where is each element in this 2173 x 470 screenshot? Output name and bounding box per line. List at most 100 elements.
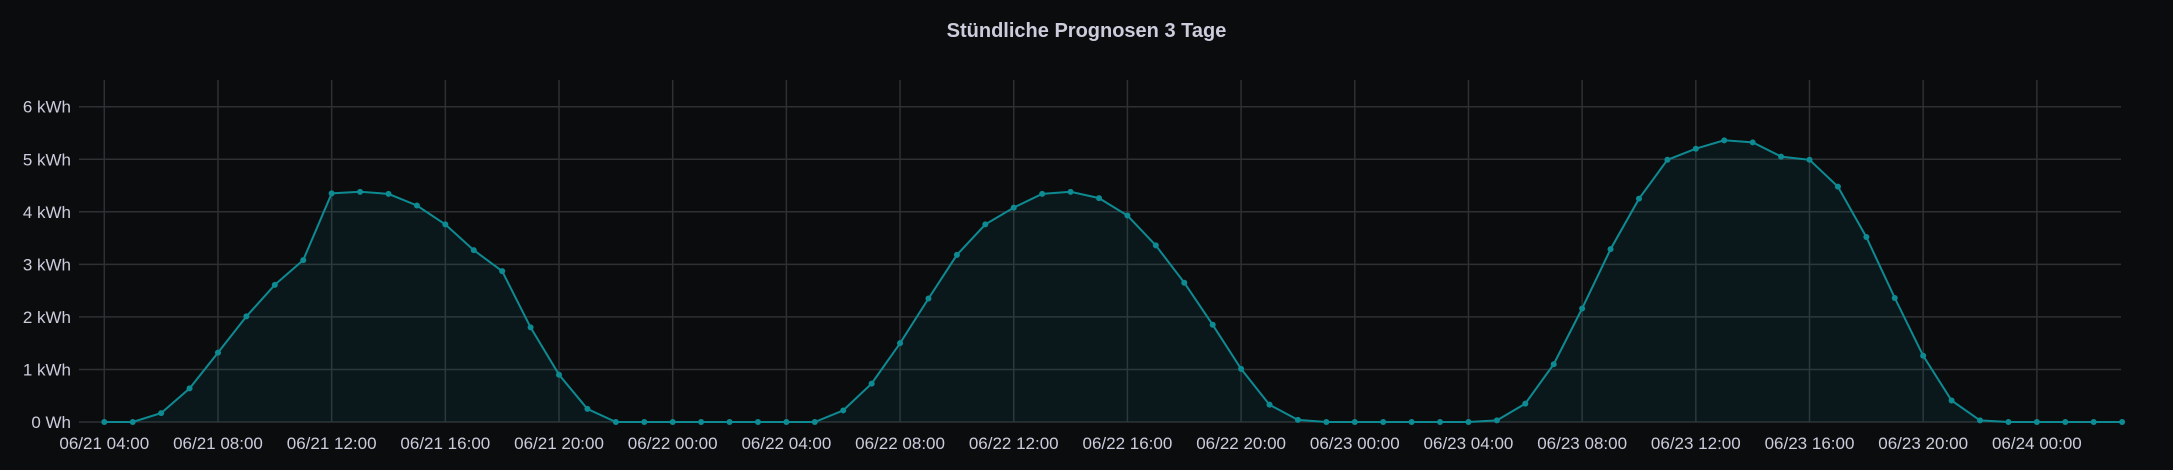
data-point [129, 419, 136, 425]
data-point [470, 247, 477, 254]
data-point [1380, 419, 1387, 425]
x-tick-label: 06/21 20:00 [514, 434, 604, 453]
data-point [442, 221, 449, 228]
chart-title: Stündliche Prognosen 3 Tage [946, 20, 1227, 42]
data-point [783, 419, 790, 425]
data-point [1948, 397, 1955, 404]
data-point [1749, 139, 1756, 146]
data-point [214, 349, 221, 356]
data-point [556, 371, 563, 378]
x-tick-label: 06/22 00:00 [628, 434, 718, 453]
data-point [1863, 234, 1870, 241]
data-point [1067, 188, 1074, 195]
y-tick-label: 2 kWh [23, 308, 71, 327]
x-tick-label: 06/23 04:00 [1424, 434, 1514, 453]
data-point [1039, 190, 1046, 197]
x-tick-label: 06/22 08:00 [855, 434, 945, 453]
data-point [925, 295, 932, 302]
data-point [868, 380, 875, 387]
data-point [1181, 279, 1188, 286]
x-tick-label: 06/22 16:00 [1083, 434, 1173, 453]
data-point [2119, 419, 2126, 425]
y-tick-label: 3 kWh [23, 255, 71, 274]
data-point [811, 419, 818, 425]
data-point [1437, 419, 1444, 425]
data-point [1550, 361, 1557, 368]
data-point [271, 281, 278, 288]
data-point [1920, 352, 1927, 359]
data-point [1891, 294, 1898, 301]
data-point [413, 202, 420, 209]
x-tick-label: 06/21 16:00 [400, 434, 490, 453]
data-point [1152, 242, 1159, 249]
data-point [1294, 416, 1301, 423]
data-point [1351, 419, 1358, 425]
data-point [669, 419, 676, 425]
x-tick-label: 06/24 00:00 [1992, 434, 2082, 453]
data-point [953, 251, 960, 258]
x-tick-label: 06/23 16:00 [1765, 434, 1855, 453]
data-point [1323, 419, 1330, 425]
y-tick-label: 1 kWh [23, 360, 71, 379]
y-tick-label: 0 Wh [31, 413, 71, 432]
data-point [1579, 305, 1586, 312]
data-point [1493, 417, 1500, 424]
data-point [840, 407, 847, 414]
data-point [726, 419, 733, 425]
series-line [104, 139, 2123, 423]
data-point [499, 268, 506, 275]
data-point [243, 313, 250, 320]
y-tick-label: 6 kWh [23, 98, 71, 117]
data-point [2090, 419, 2097, 425]
data-point [641, 419, 648, 425]
data-point [2033, 419, 2040, 425]
data-point [1465, 419, 1472, 425]
data-point [158, 410, 165, 417]
data-point [1238, 365, 1245, 372]
data-point [2062, 419, 2069, 425]
data-point [2005, 419, 2012, 425]
data-point [186, 385, 193, 392]
data-point [1010, 204, 1017, 211]
data-point [300, 257, 307, 264]
data-point [527, 324, 534, 331]
data-point [357, 188, 364, 195]
data-point [328, 190, 335, 197]
x-tick-label: 06/23 00:00 [1310, 434, 1400, 453]
series-area [104, 140, 2123, 423]
data-point [1834, 183, 1841, 190]
x-tick-label: 06/23 08:00 [1537, 434, 1627, 453]
data-point [1408, 419, 1415, 425]
data-point [754, 419, 761, 425]
data-point [1778, 153, 1785, 160]
data-point [1607, 246, 1614, 253]
data-point [1266, 401, 1273, 408]
data-point [1806, 156, 1813, 163]
data-point [1635, 195, 1642, 202]
x-tick-label: 06/23 12:00 [1651, 434, 1741, 453]
data-point [1977, 417, 1984, 424]
data-point [1124, 212, 1131, 219]
x-tick-label: 06/22 04:00 [741, 434, 831, 453]
x-tick-label: 06/22 12:00 [969, 434, 1059, 453]
x-tick-label: 06/23 20:00 [1878, 434, 1968, 453]
data-point [897, 340, 904, 347]
y-tick-label: 5 kWh [23, 150, 71, 169]
data-point [101, 419, 108, 425]
data-point [1096, 195, 1102, 202]
data-point [1522, 400, 1529, 407]
data-point [698, 419, 705, 425]
data-point [385, 190, 392, 197]
data-point [584, 405, 591, 412]
x-tick-label: 06/21 04:00 [59, 434, 149, 453]
data-point [1721, 137, 1728, 144]
data-point [1209, 321, 1216, 328]
x-tick-label: 06/21 08:00 [173, 434, 263, 453]
data-point [1692, 145, 1699, 152]
data-point [1664, 156, 1671, 163]
x-tick-label: 06/22 20:00 [1196, 434, 1286, 453]
data-point [982, 221, 989, 228]
y-tick-label: 4 kWh [23, 203, 71, 222]
